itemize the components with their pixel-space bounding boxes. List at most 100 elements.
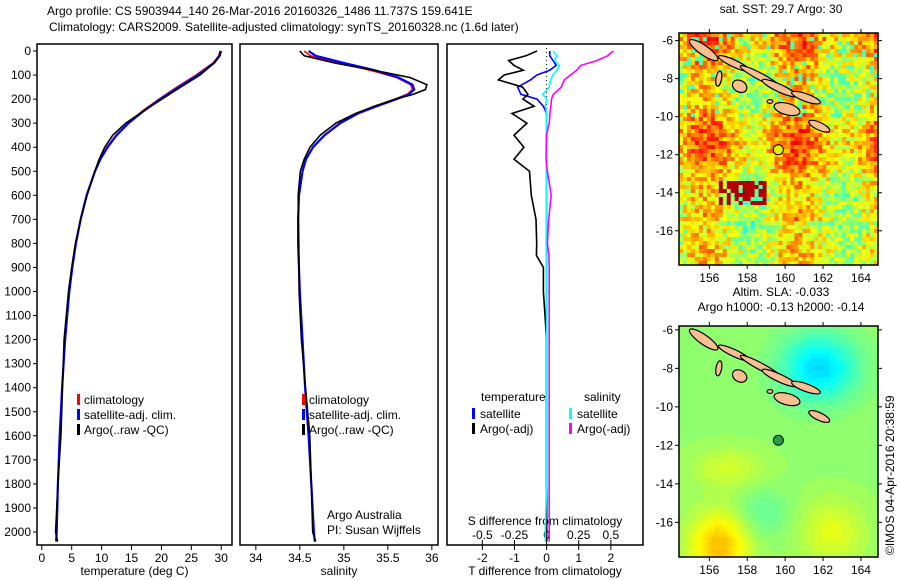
map-cell xyxy=(702,417,708,423)
map-cell xyxy=(778,505,784,510)
map-cell xyxy=(687,481,692,486)
map-cell xyxy=(802,489,807,494)
map-cell xyxy=(870,153,875,158)
map-cell xyxy=(830,33,835,38)
map-cell xyxy=(818,145,823,150)
map-cell xyxy=(858,229,863,234)
map-cell xyxy=(758,417,764,423)
map-cell xyxy=(702,389,708,395)
map-cell xyxy=(679,521,684,526)
map-cell xyxy=(722,93,728,98)
map-cell xyxy=(858,153,863,158)
map-cell xyxy=(714,497,720,502)
map-cell xyxy=(698,493,704,498)
map-cell xyxy=(687,393,692,399)
map-cell xyxy=(870,117,875,122)
map-cell xyxy=(854,177,859,182)
map-cell xyxy=(802,477,807,482)
map-cell xyxy=(838,237,843,242)
map-cell xyxy=(870,109,875,114)
map-cell xyxy=(866,141,871,146)
map-cell xyxy=(730,545,736,550)
map-cell xyxy=(806,401,811,407)
map-cell xyxy=(798,149,803,154)
map-cell xyxy=(802,369,807,375)
map-cell xyxy=(710,69,716,74)
map-cell xyxy=(858,157,863,162)
map-cell xyxy=(774,345,780,351)
map-cell xyxy=(782,173,788,178)
map-cell xyxy=(762,117,768,122)
map-cell xyxy=(786,477,792,482)
map-cell xyxy=(687,533,692,538)
map-cell xyxy=(754,533,760,538)
map-cell xyxy=(702,505,708,510)
map-cell xyxy=(806,213,811,218)
diff-line-salinity-argo--adj- xyxy=(545,50,614,542)
map-cell xyxy=(679,197,684,202)
map-cell xyxy=(818,157,823,162)
map-cell xyxy=(762,85,768,90)
map-cell xyxy=(766,149,772,154)
x-tick-label: 1 xyxy=(575,551,582,565)
map-cell xyxy=(758,217,764,222)
map-cell xyxy=(694,357,700,363)
map-cell xyxy=(758,541,764,546)
map-cell xyxy=(702,545,708,550)
map-cell xyxy=(774,541,780,546)
map-cell xyxy=(746,249,752,254)
map-y-tick-label: -8 xyxy=(662,72,673,86)
map-cell xyxy=(690,153,696,158)
map-cell xyxy=(702,469,708,474)
map-cell xyxy=(758,101,764,106)
map-cell xyxy=(734,413,740,419)
map-cell xyxy=(842,125,847,130)
map-cell xyxy=(798,413,803,419)
map-cell xyxy=(790,545,795,550)
map-cell xyxy=(702,153,708,158)
map-cell xyxy=(818,245,823,250)
map-cell xyxy=(846,193,851,198)
map-cell xyxy=(694,397,700,403)
map-cell xyxy=(750,185,756,190)
map-cell xyxy=(690,389,696,395)
map-cell xyxy=(770,449,776,455)
map-cell xyxy=(706,473,712,478)
map-cell xyxy=(746,525,752,530)
map-cell xyxy=(802,433,807,439)
map-cell xyxy=(774,553,780,558)
map-cell xyxy=(774,137,780,142)
map-cell xyxy=(722,205,728,210)
map-cell xyxy=(790,353,795,359)
map-cell xyxy=(766,397,772,403)
map-cell xyxy=(706,465,712,470)
map-cell xyxy=(758,373,764,379)
map-cell xyxy=(702,129,708,134)
map-cell xyxy=(718,145,724,150)
map-cell xyxy=(706,513,712,518)
map-cell xyxy=(718,61,724,66)
map-cell xyxy=(738,433,744,439)
map-cell xyxy=(798,157,803,162)
map-cell xyxy=(762,197,768,202)
map-cell xyxy=(722,229,728,234)
map-cell xyxy=(754,257,760,262)
map-cell xyxy=(802,429,807,435)
map-cell xyxy=(798,229,803,234)
x-tick-label: -2 xyxy=(477,551,488,565)
map-cell xyxy=(850,57,855,62)
map-cell xyxy=(702,117,708,122)
map-cell xyxy=(730,117,736,122)
map-cell xyxy=(683,337,688,343)
map-cell xyxy=(870,161,875,166)
map-cell xyxy=(738,469,744,474)
map-cell xyxy=(846,201,851,206)
map-cell xyxy=(830,85,835,90)
map-cell xyxy=(710,369,716,375)
map-cell xyxy=(762,145,768,150)
map-cell xyxy=(746,133,752,138)
map-cell xyxy=(738,69,744,74)
map-cell xyxy=(734,330,740,335)
map-cell xyxy=(846,121,851,126)
